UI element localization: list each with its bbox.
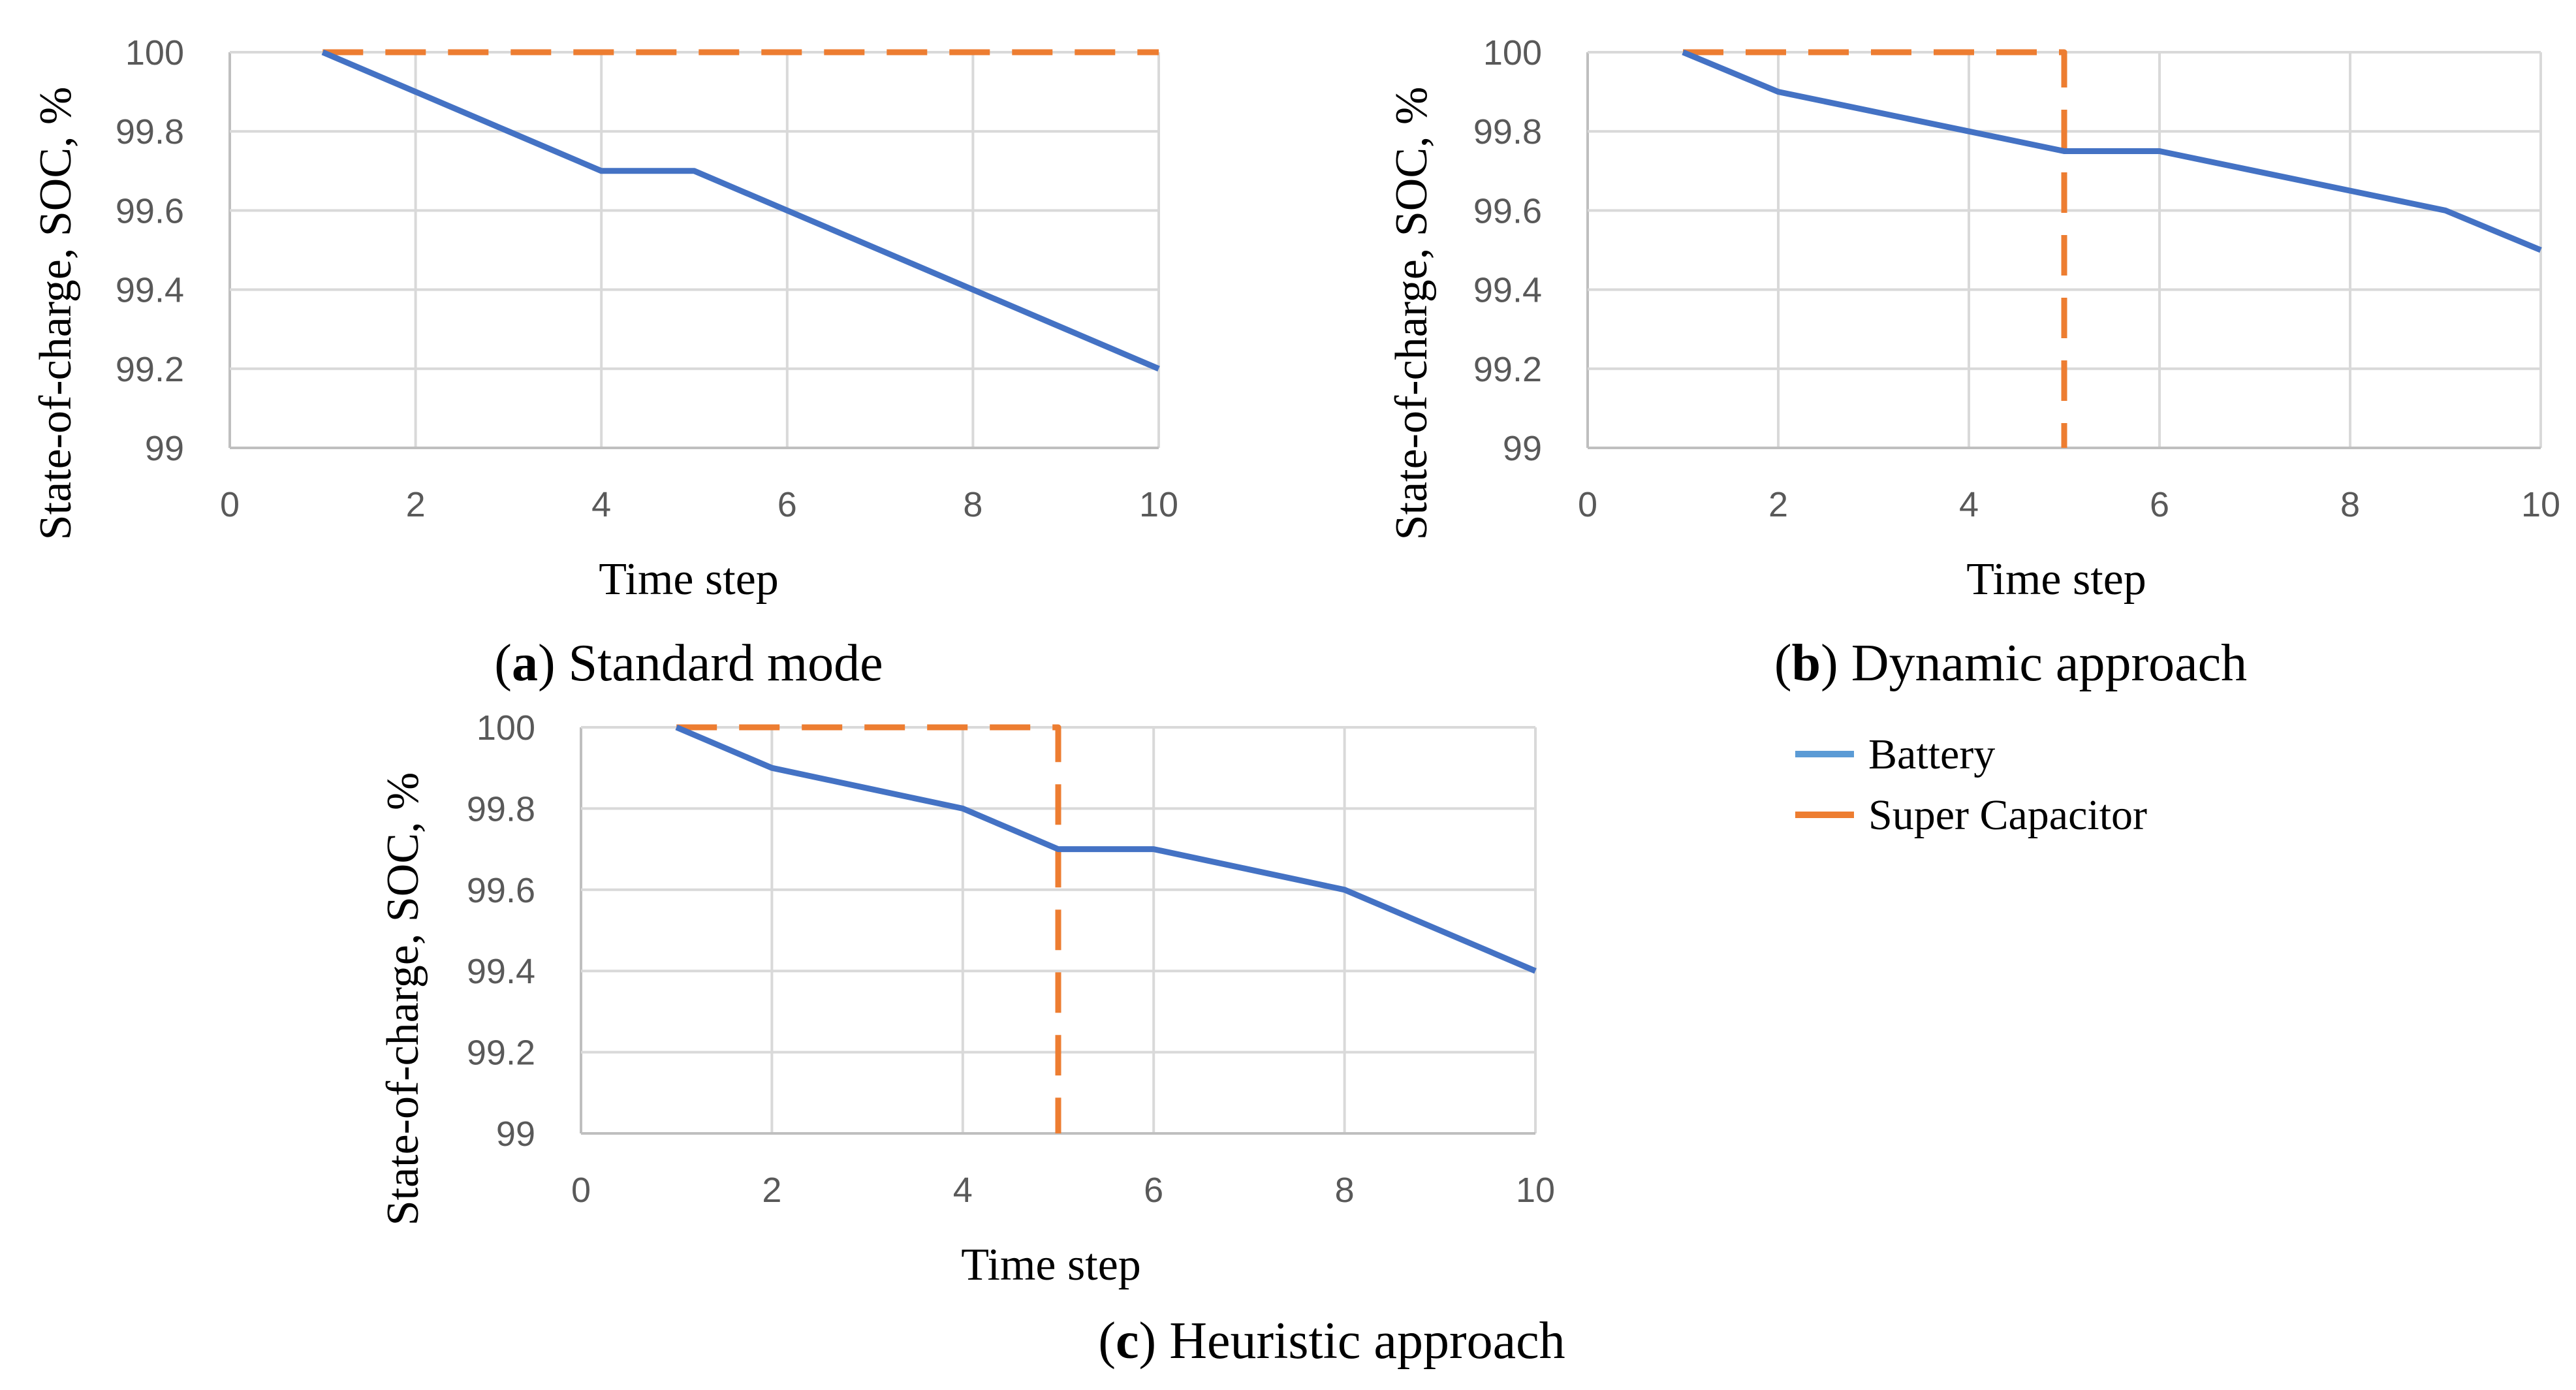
- x-tick-label: 0: [220, 485, 240, 524]
- y-tick-label: 100: [477, 708, 535, 748]
- y-tick-label: 99.2: [467, 1034, 535, 1073]
- series-line-battery: [675, 724, 1537, 974]
- y-tick-label: 99.2: [116, 350, 184, 389]
- series-line-super-capacitor: [676, 724, 1061, 1133]
- y-tick-label: 99.8: [1473, 112, 1542, 151]
- caption-letter-b: b: [1792, 635, 1821, 692]
- caption-letter-c: c: [1116, 1312, 1139, 1370]
- legend-label-super-capacitor: Super Capacitor: [1868, 791, 2147, 839]
- y-axis-title-b: State-of-charge, SOC, %: [1387, 87, 1437, 541]
- x-tick-label: 10: [1139, 485, 1178, 524]
- caption-a: (a) Standard mode: [494, 635, 883, 692]
- chart-panel-a: 0 2 4 6 8 10 100 99.8 99.6 99.4 99.2 99 Time step S…: [31, 33, 1178, 692]
- caption-letter-a: a: [512, 635, 538, 692]
- x-axis-title-c: Time step: [961, 1240, 1141, 1290]
- x-tick-label: 4: [953, 1171, 973, 1210]
- x-axis-title-b: Time step: [1966, 554, 2146, 605]
- y-axis-title-a: State-of-charge, SOC, %: [31, 87, 81, 541]
- y-tick-label: 99.6: [1473, 191, 1542, 230]
- x-tick-label: 2: [406, 485, 426, 524]
- series-line-super-capacitor: [1683, 49, 2067, 448]
- y-tick-label: 99.4: [1473, 271, 1542, 310]
- caption-text-a: Standard mode: [569, 635, 883, 692]
- y-axis-title-c: State-of-charge, SOC, %: [378, 772, 428, 1226]
- x-tick-label: 4: [1959, 485, 1979, 524]
- y-tick-label: 99: [1503, 429, 1542, 468]
- x-axis-title-a: Time step: [599, 554, 779, 605]
- y-tick-label: 99.8: [116, 112, 184, 151]
- x-tick-label: 2: [762, 1171, 781, 1210]
- y-tick-label: 100: [1483, 33, 1542, 72]
- caption-text-b: Dynamic approach: [1851, 635, 2247, 692]
- chart-panel-b: 0 2 4 6 8 10 100 99.8 99.6 99.4 99.2 99 Time step S…: [1387, 33, 2560, 692]
- legend-label-battery: Battery: [1868, 731, 1995, 778]
- y-tick-label: 99: [496, 1114, 535, 1154]
- x-tick-label: 0: [571, 1171, 591, 1210]
- x-tick-label: 6: [778, 485, 797, 524]
- y-tick-label: 99.6: [116, 191, 184, 230]
- series-line-battery: [321, 49, 1160, 371]
- y-tick-label: 100: [125, 33, 184, 72]
- x-tick-label: 6: [1144, 1171, 1163, 1210]
- y-tick-label: 99.4: [467, 952, 535, 991]
- x-tick-label: 8: [963, 485, 982, 524]
- x-tick-label: 10: [2521, 485, 2560, 524]
- caption-b: (b) Dynamic approach: [1774, 635, 2247, 692]
- y-tick-label: 99.6: [467, 871, 535, 910]
- y-tick-label: 99: [145, 429, 184, 468]
- legend: Battery Super Capacitor: [1795, 731, 2147, 839]
- caption-c: (c) Heuristic approach: [1098, 1312, 1565, 1370]
- series-line-battery: [1682, 49, 2542, 253]
- y-tick-label: 99.2: [1473, 350, 1542, 389]
- chart-panel-c: 0 2 4 6 8 10 100 99.8 99.6 99.4 99.2 99 Time step S…: [378, 708, 1565, 1370]
- y-tick-label: 99.4: [116, 271, 184, 310]
- x-tick-label: 6: [2150, 485, 2169, 524]
- caption-text-c: Heuristic approach: [1169, 1312, 1565, 1370]
- x-tick-label: 10: [1516, 1171, 1555, 1210]
- x-tick-label: 0: [1578, 485, 1597, 524]
- x-tick-label: 8: [1335, 1171, 1355, 1210]
- x-tick-label: 4: [591, 485, 611, 524]
- y-tick-label: 99.8: [467, 789, 535, 829]
- x-tick-label: 8: [2340, 485, 2360, 524]
- x-tick-label: 2: [1768, 485, 1788, 524]
